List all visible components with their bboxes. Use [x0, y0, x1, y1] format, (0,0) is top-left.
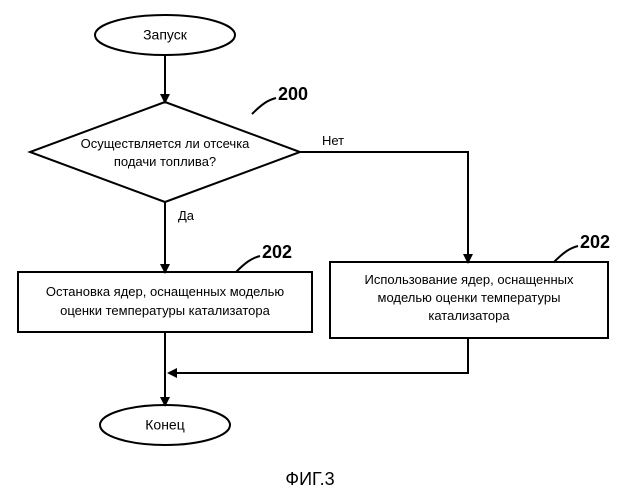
- ref-callout-process-left: [236, 256, 260, 272]
- decision-label-line1: Осуществляется ли отсечка: [81, 136, 251, 151]
- ref-label-process-left: 202: [262, 242, 292, 262]
- ref-callout-process-right: [554, 246, 578, 262]
- end-node: Конец: [100, 405, 230, 445]
- process-right-line1: Использование ядер, оснащенных: [365, 272, 574, 287]
- process-right-line3: катализатора: [428, 308, 510, 323]
- decision-label-line2: подачи топлива?: [114, 154, 216, 169]
- ref-callout-decision: [252, 98, 276, 114]
- ref-label-decision: 200: [278, 84, 308, 104]
- process-left-node: Остановка ядер, оснащенных моделью оценк…: [18, 272, 312, 332]
- start-node: Запуск: [95, 15, 235, 55]
- edge-decision-no: [300, 152, 468, 262]
- decision-shape: [30, 102, 300, 202]
- end-label: Конец: [145, 417, 184, 433]
- yes-label: Да: [178, 208, 195, 223]
- process-left-line2: оценки температуры катализатора: [60, 303, 271, 318]
- process-left-line1: Остановка ядер, оснащенных моделью: [46, 284, 284, 299]
- process-left-shape: [18, 272, 312, 332]
- no-label: Нет: [322, 133, 344, 148]
- ref-label-process-right: 202: [580, 232, 610, 252]
- start-label: Запуск: [143, 27, 188, 43]
- edge-right-merge: [169, 338, 468, 373]
- process-right-node: Использование ядер, оснащенных моделью о…: [330, 262, 608, 338]
- process-right-line2: моделью оценки температуры: [378, 290, 561, 305]
- decision-node: Осуществляется ли отсечка подачи топлива…: [30, 102, 300, 202]
- figure-caption: ФИГ.3: [285, 469, 334, 489]
